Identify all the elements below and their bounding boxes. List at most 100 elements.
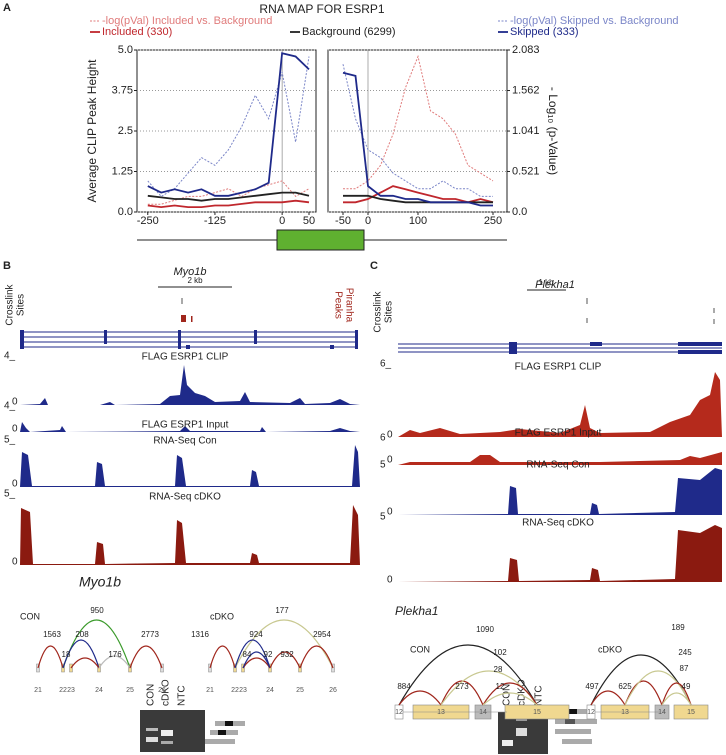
sashimi-gene: Myo1b	[79, 574, 121, 590]
line-series	[147, 52, 310, 197]
coverage-track	[398, 468, 722, 515]
gel-band	[146, 728, 158, 731]
exon-label: 12	[587, 709, 595, 716]
isoform-exon	[565, 709, 577, 714]
junction-count: 1090	[476, 625, 494, 634]
junction-arc	[62, 639, 100, 669]
exon-label: 12	[395, 709, 403, 716]
gene-exons	[20, 330, 358, 349]
sample-name: CON	[410, 644, 430, 654]
y2-axis-label: - Log₁₀ (p-Value)	[546, 87, 560, 175]
junction-count: 950	[90, 606, 104, 615]
junction-count: 245	[678, 648, 692, 657]
isoform	[555, 719, 597, 724]
gene-name: Plekha1	[535, 279, 575, 291]
track-name: FLAG ESRP1 CLIP	[142, 352, 229, 363]
exon-label: 14	[658, 709, 666, 716]
line-series	[147, 56, 310, 198]
legend-label: Background (6299)	[302, 26, 396, 38]
junction-count: 2773	[141, 630, 159, 639]
exon-label: 22	[59, 687, 67, 694]
junction-arc	[98, 655, 131, 669]
junction-count: 87	[680, 664, 689, 673]
junction-count: 18	[62, 650, 71, 659]
x-tick-label: 50	[303, 215, 315, 227]
track-name: FLAG ESRP1 CLIP	[515, 362, 602, 373]
line-series	[343, 54, 494, 190]
track-max: 4_	[4, 401, 16, 412]
y2-tick-label: 1.562	[512, 84, 540, 96]
track-zero: 0	[12, 557, 18, 568]
gel-band	[516, 718, 527, 721]
track-labels: 6_ FLAG ESRP1 CLIP 0 6 FLAG ESRP1 Input …	[380, 359, 602, 586]
coverage-track	[20, 445, 360, 487]
junction-arc	[398, 690, 442, 706]
junction-count: 28	[494, 665, 503, 674]
junction-arc	[242, 657, 271, 669]
line-series	[342, 71, 493, 207]
legend-label: -log(pVal) Included vs. Background	[102, 15, 272, 27]
junction-arc	[661, 682, 692, 706]
line-series	[147, 180, 310, 205]
track-zero: 0	[387, 430, 393, 441]
coverage-track	[20, 365, 360, 405]
gel-band	[502, 740, 513, 746]
panel-label: B	[3, 260, 11, 272]
exon-label: 14	[479, 709, 487, 716]
junction-count: 84	[243, 650, 252, 659]
y-axis-label: Average CLIP Peak Height	[85, 59, 99, 203]
coverage-track	[398, 372, 722, 437]
exon	[186, 345, 190, 349]
track-max: 6_	[380, 359, 392, 370]
junction-count: 208	[75, 630, 89, 639]
isoform-diagram	[555, 709, 597, 744]
exon-label: 22	[231, 687, 239, 694]
track-name: RNA-Seq Con	[153, 436, 216, 447]
exon-label: 26	[329, 687, 337, 694]
exon-label: 21	[34, 687, 42, 694]
panel-label: A	[3, 2, 11, 14]
gel-lane: CON	[146, 684, 157, 706]
exon-label: 24	[95, 687, 103, 694]
y2-tick-label: 1.041	[512, 125, 540, 137]
junction-arc	[661, 692, 692, 706]
exon	[678, 342, 722, 346]
exon-label: 25	[296, 687, 304, 694]
isoform	[555, 729, 591, 734]
junction-arc	[482, 692, 538, 706]
gel-band	[161, 741, 173, 744]
peaks-label: Peaks	[332, 291, 343, 319]
exon	[104, 330, 107, 344]
gel-lane: NTC	[534, 685, 545, 706]
legend-label: -log(pVal) Skipped vs. Background	[510, 15, 679, 27]
sample-name: cDKO	[598, 644, 622, 654]
gene-exons	[509, 342, 722, 354]
chart-title: RNA MAP FOR ESRP1	[259, 2, 384, 16]
exon-label: 23	[67, 687, 75, 694]
y-tick-label: 0.0	[118, 206, 133, 218]
sashimi-gene: Plekha1	[395, 604, 438, 618]
legend-label: Skipped (333)	[510, 26, 579, 38]
track-max: 6	[380, 433, 386, 444]
track-labels: 4_ FLAG ESRP1 CLIP 0 4_ FLAG ESRP1 Input…	[4, 351, 229, 568]
junction-arc	[482, 682, 538, 706]
crosslink-label: Crosslink	[5, 283, 16, 325]
coverage-track	[398, 525, 722, 582]
exon	[178, 330, 181, 349]
exon-label: 24	[266, 687, 274, 694]
y2-tick-label: 0.0	[512, 206, 527, 218]
track-zero: 0	[12, 397, 18, 408]
gene-models	[398, 343, 722, 353]
track-max: 5	[380, 460, 386, 471]
crosslink-label: Sites	[384, 301, 395, 323]
peaks-label: Piranha	[343, 288, 354, 323]
junction-count: 102	[493, 648, 507, 657]
y-tick-label: 1.25	[112, 165, 133, 177]
isoform	[562, 739, 592, 744]
exon-label: 15	[533, 709, 541, 716]
junction-arc	[70, 657, 100, 669]
sample-name: cDKO	[210, 611, 234, 621]
x-tick-label: -250	[137, 215, 159, 227]
junction-arc	[129, 645, 163, 669]
